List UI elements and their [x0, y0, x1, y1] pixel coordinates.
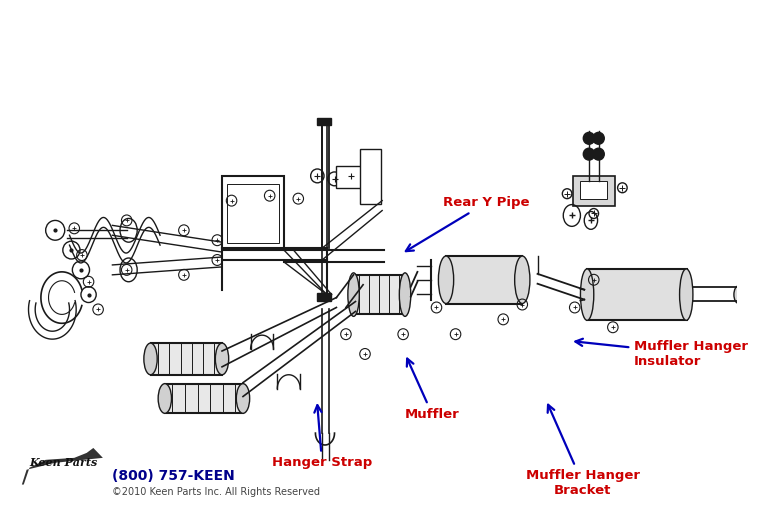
Ellipse shape — [581, 269, 594, 320]
Text: Hanger Strap: Hanger Strap — [272, 405, 372, 469]
Bar — [573, 176, 614, 206]
Ellipse shape — [236, 384, 249, 413]
Circle shape — [584, 133, 594, 144]
Ellipse shape — [438, 256, 454, 304]
Text: Muffler Hanger
Bracket: Muffler Hanger Bracket — [526, 405, 640, 497]
Bar — [581, 181, 607, 199]
Text: Muffler Hanger
Insulator: Muffler Hanger Insulator — [575, 339, 748, 368]
Ellipse shape — [348, 273, 360, 316]
Circle shape — [593, 133, 604, 144]
Bar — [336, 166, 370, 188]
Bar — [446, 256, 522, 304]
Bar — [165, 384, 243, 413]
Bar — [222, 176, 284, 250]
Bar — [317, 118, 330, 125]
Circle shape — [584, 148, 594, 160]
Text: Keen Parts: Keen Parts — [29, 457, 98, 468]
Text: Muffler: Muffler — [405, 358, 460, 421]
Circle shape — [593, 148, 604, 160]
Ellipse shape — [680, 269, 693, 320]
Bar — [150, 343, 222, 375]
Text: Rear Y Pipe: Rear Y Pipe — [406, 196, 530, 251]
Bar — [360, 149, 381, 204]
Text: ©2010 Keen Parts Inc. All Rights Reserved: ©2010 Keen Parts Inc. All Rights Reserve… — [112, 487, 320, 497]
Bar — [587, 269, 687, 320]
Polygon shape — [22, 448, 103, 484]
Ellipse shape — [158, 384, 172, 413]
Ellipse shape — [144, 343, 157, 375]
Bar — [227, 184, 280, 243]
Ellipse shape — [514, 256, 530, 304]
Bar — [317, 293, 330, 300]
Ellipse shape — [216, 343, 229, 375]
Ellipse shape — [734, 286, 744, 304]
Text: (800) 757-KEEN: (800) 757-KEEN — [112, 469, 235, 483]
Ellipse shape — [400, 273, 410, 316]
Bar — [353, 275, 406, 314]
